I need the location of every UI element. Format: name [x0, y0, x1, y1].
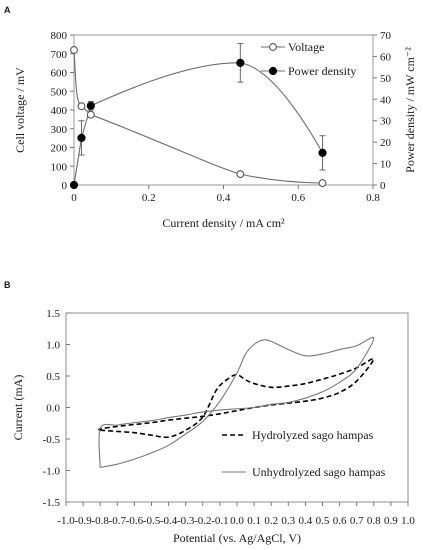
chart-a-legend-voltage-marker [269, 43, 277, 51]
chart-a-power-curve [73, 62, 324, 186]
panel-b-label: B [4, 280, 11, 290]
chart-a-y2-tick-label: 10 [380, 159, 392, 171]
chart-b-x-tick-label: -0.9 [74, 515, 92, 527]
chart-a-power-point [318, 148, 327, 157]
chart-b-x-tick-label: 0.9 [384, 515, 398, 527]
chart-a-y-tick-label: 0 [62, 180, 68, 192]
chart-a-y-tick-label: 800 [51, 30, 68, 42]
chart-b-legend-unhydrolyzed-label: Unhydrolyzed sago hampas [252, 465, 386, 479]
chart-a-y-tick-label: 500 [51, 86, 68, 98]
chart-a-power-point [77, 133, 86, 142]
chart-a-y2-tick-label: 30 [380, 116, 392, 128]
chart-a-legend-power-marker [268, 66, 278, 76]
chart-b-y-tick-label: 0.0 [46, 403, 60, 415]
chart-a-y2-axis-title: Power density / mW cm⁻² [403, 47, 417, 173]
chart-a-power-point [86, 101, 95, 110]
chart-b-legend-hydrolyzed-label: Hydrolyzed sago hampas [252, 428, 374, 442]
chart-a-y2-tick-label: 20 [380, 137, 392, 149]
chart-a-voltage-point [236, 170, 245, 179]
chart-a-voltage-point [77, 102, 86, 111]
chart-a-y-tick-label: 200 [51, 143, 68, 155]
chart-a-power-point [236, 58, 245, 67]
chart-a-y-tick-label: 300 [51, 124, 68, 136]
chart-b-y-tick-label: -1.0 [43, 466, 61, 478]
chart-a-y-axis-title: Cell voltage / mV [13, 67, 27, 153]
chart-a-x-tick-label: 0.4 [217, 192, 231, 204]
chart-b-x-tick-label: 0.6 [333, 515, 347, 527]
panel-a-label: A [4, 5, 11, 15]
chart-a-y2-tick-label: 70 [380, 30, 392, 42]
chart-b-unhydrolyzed-curve [98, 336, 375, 468]
chart-b-y-tick-label: 1.0 [46, 340, 60, 352]
chart-b-x-tick-label: 0.5 [316, 515, 330, 527]
chart-b-x-tick-label: -0.1 [211, 515, 228, 527]
chart-a-power-point [69, 180, 79, 190]
chart-b-cyclic-voltammetry: 1.51.00.50.0-0.5-1.0-1.5-1.0 -0.9 -0.8 -0.7… [11, 308, 415, 545]
chart-b-y-tick-label: 1.5 [46, 308, 60, 320]
chart-a-y-tick-label: 700 [51, 49, 68, 61]
chart-b-x-tick-label: -1.0 [57, 515, 75, 527]
chart-b-x-tick-label: 0.7 [350, 515, 364, 527]
chart-b-x-tick-label: -0.8 [91, 515, 109, 527]
chart-a-y2-tick-label: 60 [380, 51, 392, 63]
chart-a-y2-tick-label: 0 [380, 180, 386, 192]
chart-b-x-tick-label: -0.4 [160, 515, 178, 527]
chart-a-y-tick-label: 400 [51, 105, 68, 117]
chart-a-x-tick-label: 0 [71, 192, 77, 204]
chart-a-legend-power-label: Power density [288, 64, 356, 78]
chart-a-voltage-point [318, 179, 327, 188]
chart-a-y-tick-label: 600 [51, 68, 68, 80]
chart-a-voltage-point [70, 46, 78, 54]
chart-a-x-axis-title: Current density / mA cm² [162, 216, 285, 230]
chart-b-y-tick-label: -0.5 [43, 434, 61, 446]
chart-a-x-tick-label: 0.6 [291, 192, 305, 204]
chart-a-plot-frame [73, 34, 374, 186]
chart-b-y-tick-label: -1.5 [43, 497, 61, 509]
chart-b-x-tick-label: 0.0 [230, 515, 244, 527]
chart-b-x-tick-label: -0.6 [126, 515, 144, 527]
chart-a-y2-tick-label: 40 [380, 94, 392, 106]
chart-b-hydrolyzed-curve [98, 357, 375, 439]
chart-b-x-tick-label: 0.1 [247, 515, 261, 527]
chart-a-x-tick-label: 0.8 [366, 192, 380, 204]
chart-b-x-tick-label: 1.0 [401, 515, 415, 527]
chart-a-voltage-curve [73, 49, 323, 184]
chart-b-x-tick-label: 0.3 [281, 515, 295, 527]
chart-b-x-tick-label: 0.8 [367, 515, 381, 527]
chart-b-x-tick-label: -0.5 [143, 515, 161, 527]
chart-a-x-tick-label: 0.2 [142, 192, 156, 204]
chart-b-y-tick-label: 0.5 [46, 371, 60, 383]
chart-b-x-tick-label: 0.2 [264, 515, 278, 527]
chart-b-y-axis-title: Current (mA) [11, 375, 25, 441]
chart-a-y-tick-label: 100 [51, 161, 68, 173]
chart-a-y2-tick-label: 50 [380, 73, 392, 85]
chart-b-x-tick-label: -0.7 [109, 515, 127, 527]
chart-b-x-tick-label: -0.3 [177, 515, 195, 527]
chart-a-polarization: 0 0.2 0.4 0.6 0.8010020030040050060070080001… [13, 30, 417, 230]
chart-a-legend-voltage-label: Voltage [288, 40, 324, 54]
chart-a-voltage-point [86, 110, 95, 119]
chart-b-x-axis-title: Potential (vs. Ag/AgCl, V) [173, 531, 301, 545]
chart-b-x-tick-label: -0.2 [194, 515, 211, 527]
chart-b-x-tick-label: 0.4 [299, 515, 313, 527]
